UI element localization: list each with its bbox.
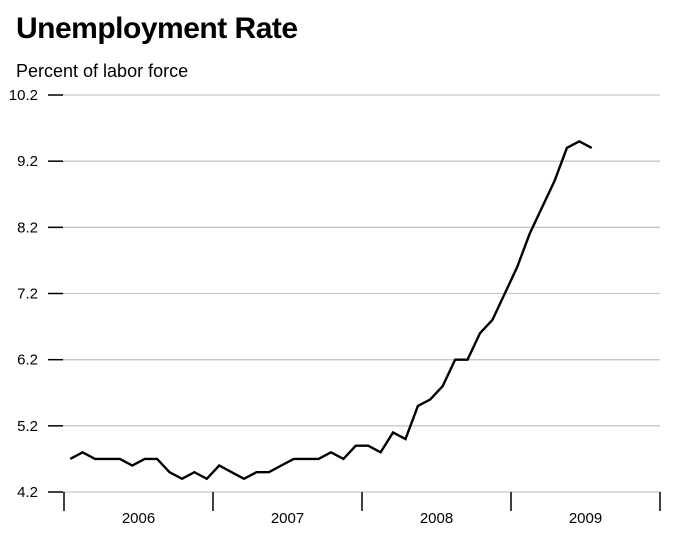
y-tick-label: 10.2 — [9, 87, 38, 104]
y-tick-label: 5.2 — [17, 418, 38, 435]
x-tick-label: 2008 — [420, 510, 453, 527]
y-tick-label: 7.2 — [17, 286, 38, 303]
unemployment-line — [69, 139, 593, 481]
chart-title: Unemployment Rate — [16, 12, 298, 45]
x-tick-label: 2009 — [569, 510, 602, 527]
y-tick-label: 4.2 — [17, 484, 38, 501]
x-tick-label: 2006 — [122, 510, 155, 527]
x-tick-label: 2007 — [271, 510, 304, 527]
y-tick-label: 9.2 — [17, 153, 38, 170]
y-tick-label: 8.2 — [17, 219, 38, 236]
y-tick-label: 6.2 — [17, 352, 38, 369]
chart-subtitle: Percent of labor force — [16, 61, 189, 81]
